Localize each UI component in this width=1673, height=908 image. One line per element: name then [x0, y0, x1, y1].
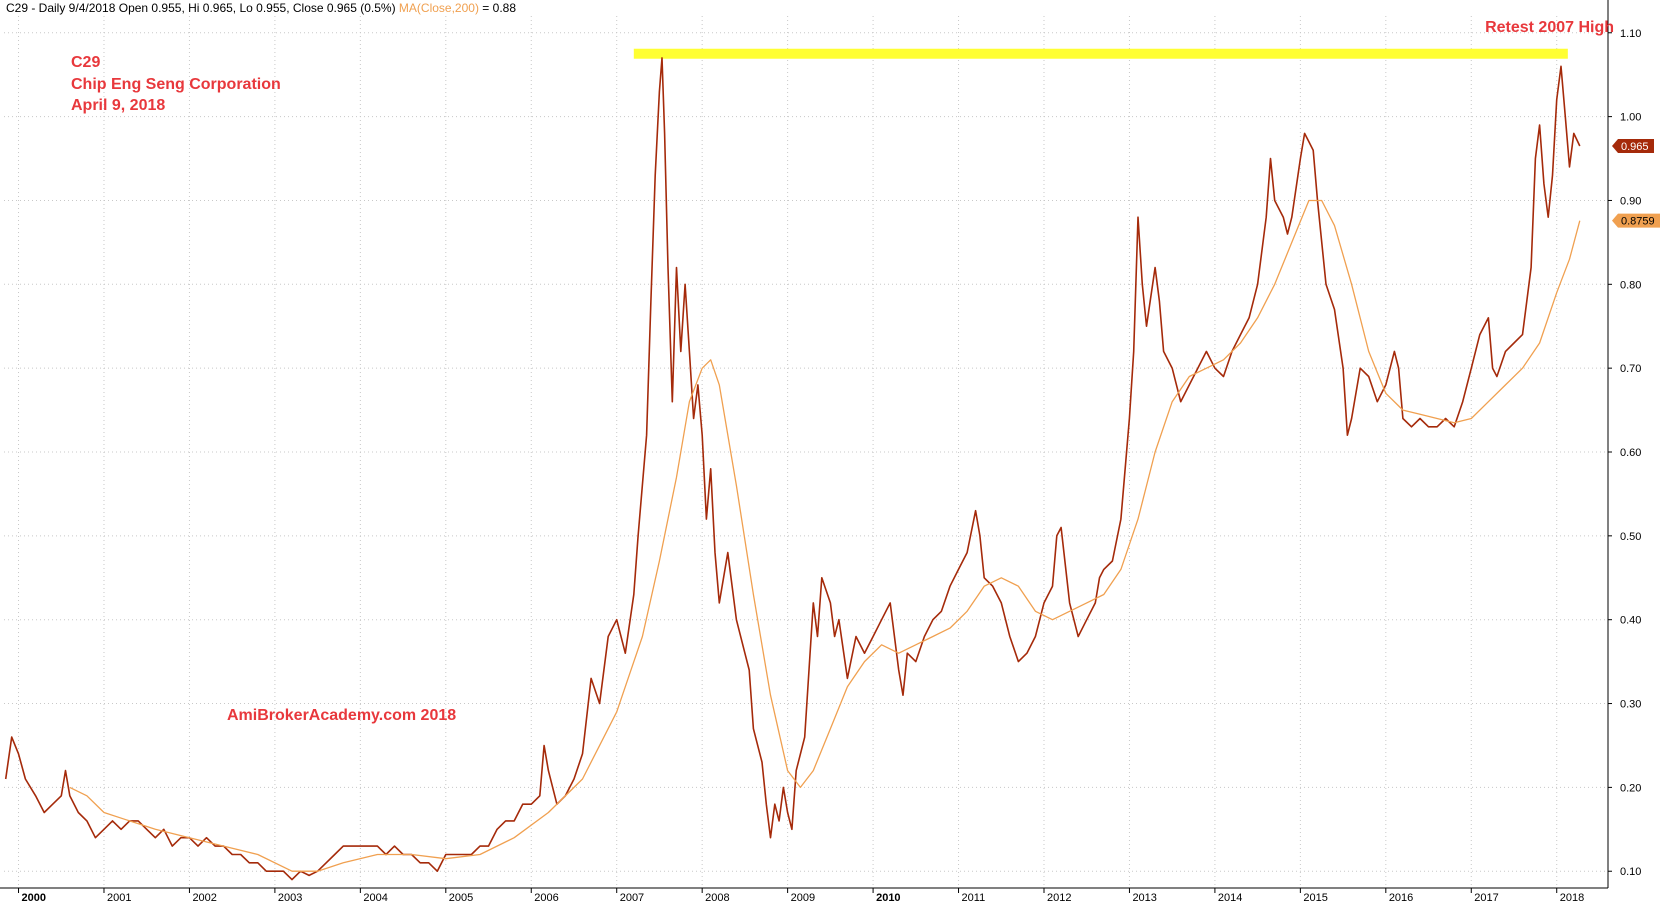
y-tick-label: 0.20: [1620, 782, 1641, 794]
resistance-line: [633, 48, 1568, 59]
x-tick-label: 2012: [1047, 892, 1071, 904]
x-tick-label: 2002: [192, 892, 216, 904]
y-tick-label: 0.60: [1620, 447, 1641, 459]
x-tick-label: 2009: [791, 892, 815, 904]
y-tick-label: 0.10: [1620, 866, 1641, 878]
y-tick-label: 0.30: [1620, 699, 1641, 711]
ma-last-value: 0.8759: [1621, 216, 1655, 228]
x-tick-label: 2006: [534, 892, 558, 904]
chart-header: C29 - Daily 9/4/2018 Open 0.955, Hi 0.96…: [6, 1, 516, 15]
x-tick-label: 2005: [449, 892, 473, 904]
x-tick-label: 2008: [705, 892, 729, 904]
header-prefix: C29 - Daily 9/4/2018 Open 0.955, Hi 0.96…: [6, 1, 396, 15]
date-label: April 9, 2018: [71, 97, 165, 114]
grid: [4, 16, 1608, 888]
ma-last-badge: [1612, 213, 1660, 228]
y-tick-label: 0.40: [1620, 615, 1641, 627]
x-tick-label: 2015: [1303, 892, 1327, 904]
price-series-line: [4, 57, 1581, 881]
last-close-badge: [1612, 138, 1654, 153]
x-tick-label: 2004: [363, 892, 387, 904]
y-tick-label: 0.80: [1620, 279, 1641, 291]
header-ma-value: = 0.88: [482, 1, 516, 15]
header-ma-label: MA(Close,200): [399, 1, 479, 15]
last-close-value: 0.965: [1621, 141, 1649, 153]
price-badges: 0.965 0.8759: [1612, 138, 1660, 228]
watermark-label: AmiBrokerAcademy.com 2018: [227, 707, 456, 724]
x-tick-label: 2001: [107, 892, 131, 904]
y-tick-label: 1.10: [1620, 28, 1641, 40]
x-tick-label: 2000: [22, 892, 46, 904]
x-tick-label: 2003: [278, 892, 302, 904]
ma-series-line: [69, 199, 1581, 872]
ticker-label: C29: [71, 54, 100, 71]
resistance-label: Retest 2007 High: [1485, 19, 1614, 36]
y-tick-label: 1.00: [1620, 112, 1641, 124]
y-tick-label: 0.70: [1620, 363, 1641, 375]
company-label: Chip Eng Seng Corporation: [71, 76, 281, 93]
x-tick-label: 2014: [1218, 892, 1242, 904]
resistance-layer: [633, 48, 1568, 59]
x-tick-label: 2010: [876, 892, 900, 904]
y-tick-label: 0.50: [1620, 531, 1641, 543]
x-tick-label: 2017: [1474, 892, 1498, 904]
x-tick-label: 2007: [620, 892, 644, 904]
y-tick-label: 0.90: [1620, 195, 1641, 207]
x-tick-label: 2011: [962, 892, 986, 904]
x-tick-label: 2016: [1389, 892, 1413, 904]
series-layer: [4, 57, 1581, 881]
axes: 0.10 0.20 0.30 0.40 0.50 0.60 0.70 0.80 0.90 1.00…: [0, 0, 1641, 904]
x-tick-label: 2013: [1132, 892, 1156, 904]
x-tick-label: 2018: [1560, 892, 1584, 904]
